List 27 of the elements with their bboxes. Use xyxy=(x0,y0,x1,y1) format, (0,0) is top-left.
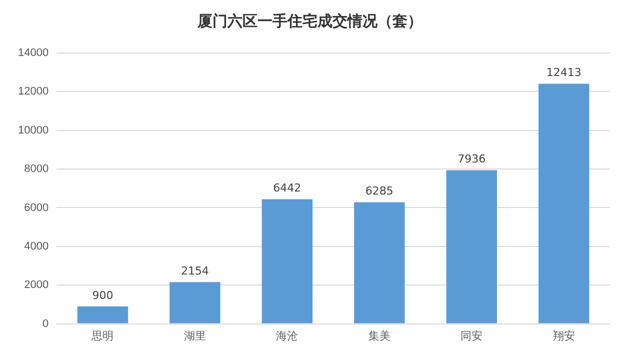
y-tick-label: 10000 xyxy=(18,124,49,136)
y-tick-label: 12000 xyxy=(18,86,49,98)
x-tick-label: 海沧 xyxy=(276,330,298,342)
y-tick-label: 0 xyxy=(42,318,49,330)
x-tick-label: 翔安 xyxy=(552,329,575,342)
y-tick-label: 6000 xyxy=(24,202,49,214)
x-tick-label: 思明 xyxy=(90,330,114,342)
bar xyxy=(170,282,220,324)
bar xyxy=(446,170,498,324)
y-tick-label: 8000 xyxy=(24,163,49,176)
chart-title: 厦门六区一手住宅成交情况（套） xyxy=(196,12,422,30)
data-label: 12413 xyxy=(546,66,582,80)
y-tick-label: 14000 xyxy=(18,47,49,60)
x-tick-label: 湖里 xyxy=(184,330,206,342)
bar xyxy=(77,306,128,324)
bar xyxy=(538,84,590,324)
data-label: 7936 xyxy=(458,152,486,166)
y-tick-label: 4000 xyxy=(24,240,49,252)
y-tick-label: 2000 xyxy=(24,279,49,292)
x-tick-label: 同安 xyxy=(460,329,483,342)
bar xyxy=(354,202,405,324)
data-label: 900 xyxy=(92,288,114,302)
x-tick-label: 集美 xyxy=(368,329,390,342)
bar xyxy=(262,199,313,324)
data-label: 6285 xyxy=(365,184,394,198)
data-label: 2154 xyxy=(180,264,209,278)
data-label: 6442 xyxy=(273,182,302,195)
